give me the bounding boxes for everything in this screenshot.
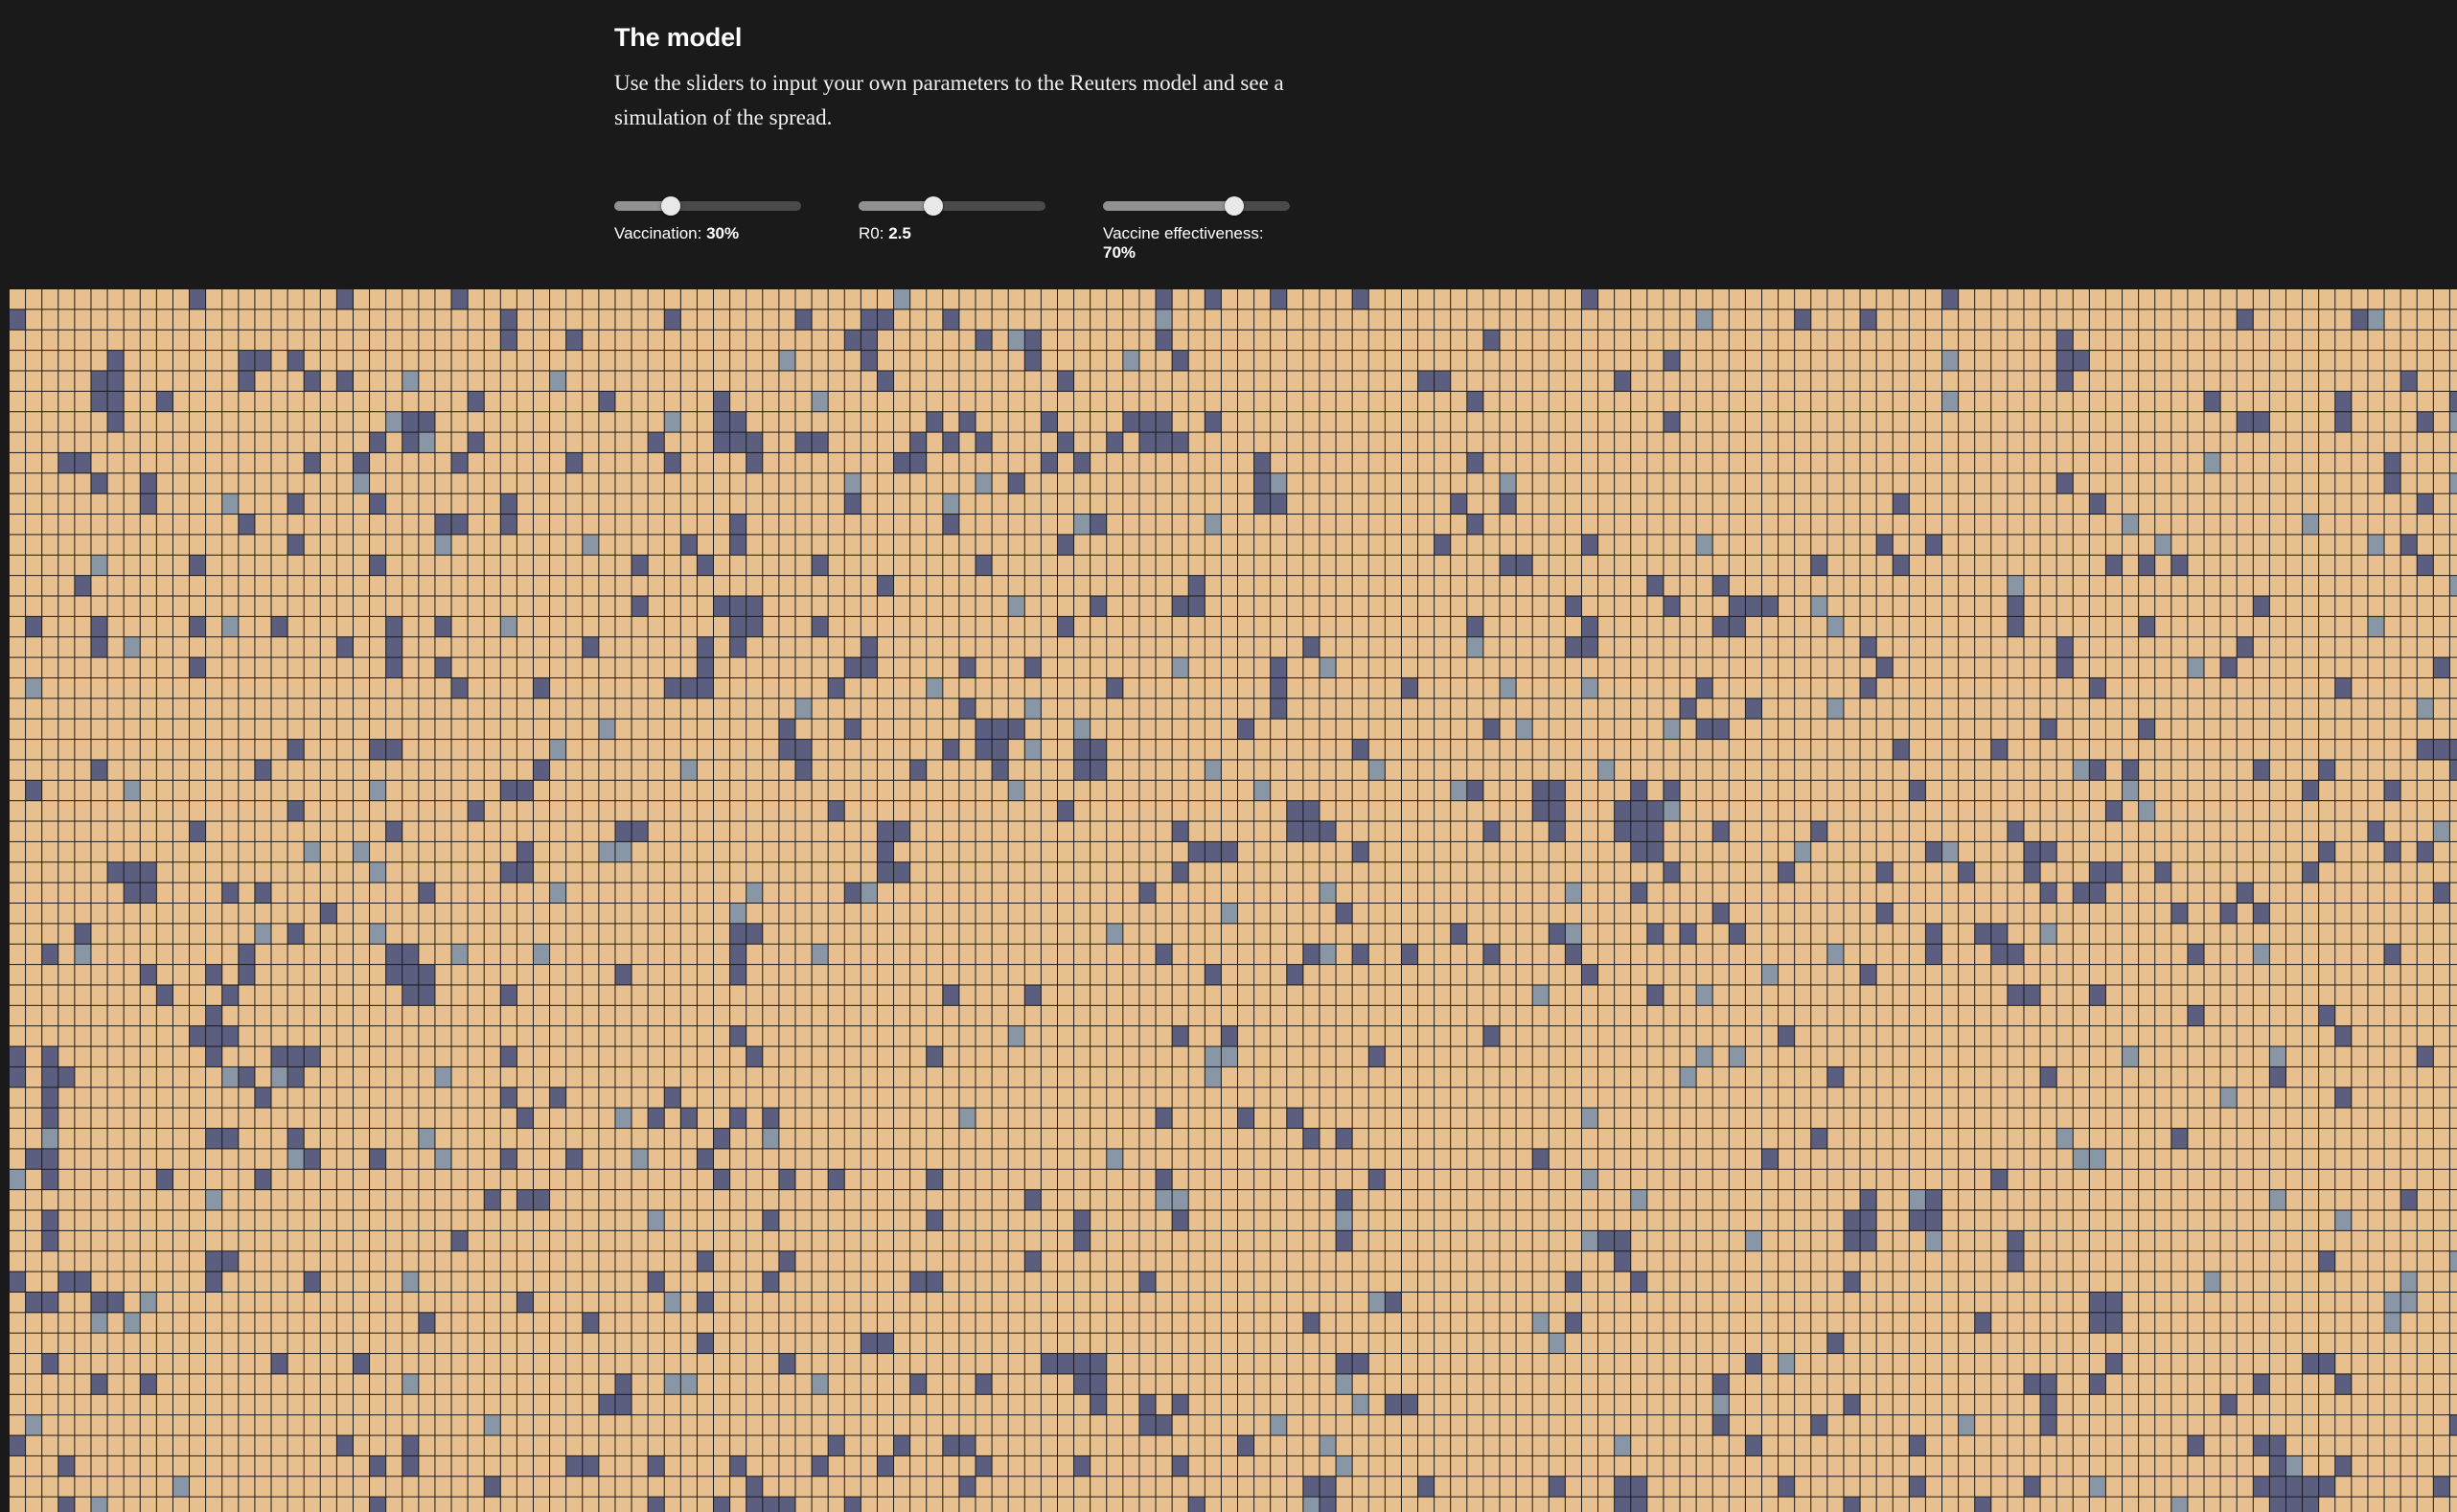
- simulation-grid: [10, 289, 2457, 1512]
- effectiveness-label: Vaccine effectiveness: 70%: [1103, 224, 1290, 263]
- r0-label: R0: 2.5: [859, 224, 1045, 243]
- r0-slider[interactable]: [859, 201, 1045, 211]
- r0-slider-thumb[interactable]: [924, 196, 943, 216]
- r0-slider-fill: [859, 201, 933, 211]
- page-description: Use the sliders to input your own parame…: [614, 66, 1343, 134]
- effectiveness-slider[interactable]: [1103, 201, 1290, 211]
- page-title: The model: [614, 23, 1343, 53]
- vaccination-label-text: Vaccination:: [614, 224, 706, 242]
- vaccination-value: 30%: [706, 224, 739, 242]
- effectiveness-value: 70%: [1103, 243, 1136, 262]
- header-block: The model Use the sliders to input your …: [0, 0, 2457, 134]
- simulation-grid-wrap: [0, 289, 2457, 1512]
- vaccination-control: Vaccination: 30%: [614, 201, 801, 263]
- controls-row: Vaccination: 30% R0: 2.5 Vaccine effecti…: [614, 201, 2457, 263]
- header-inner: The model Use the sliders to input your …: [614, 23, 1343, 134]
- effectiveness-slider-fill: [1103, 201, 1234, 211]
- page-root: The model Use the sliders to input your …: [0, 0, 2457, 1512]
- vaccination-slider[interactable]: [614, 201, 801, 211]
- r0-control: R0: 2.5: [859, 201, 1045, 263]
- vaccination-label: Vaccination: 30%: [614, 224, 801, 243]
- effectiveness-label-text: Vaccine effectiveness:: [1103, 224, 1264, 242]
- effectiveness-slider-thumb[interactable]: [1225, 196, 1244, 216]
- r0-value: 2.5: [888, 224, 911, 242]
- effectiveness-control: Vaccine effectiveness: 70%: [1103, 201, 1290, 263]
- r0-label-text: R0:: [859, 224, 888, 242]
- vaccination-slider-thumb[interactable]: [661, 196, 680, 216]
